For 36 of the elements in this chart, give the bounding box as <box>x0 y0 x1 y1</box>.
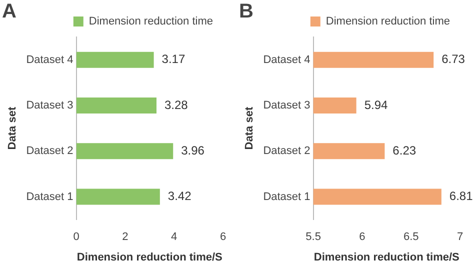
x-axis-title: Dimension reduction time/S <box>314 251 460 264</box>
bar <box>76 143 174 160</box>
x-tick-label: 0 <box>73 231 80 244</box>
x-tick-label: 7 <box>456 231 464 244</box>
data-label: 6.81 <box>449 189 474 204</box>
chart-title: A <box>2 0 16 23</box>
x-tick-label: 6 <box>220 231 226 244</box>
bar <box>76 97 156 114</box>
chart-title: B <box>239 0 254 23</box>
x-tick-label: 2 <box>122 231 128 244</box>
bar <box>76 188 160 205</box>
x-axis-title: Dimension reduction time/S <box>76 251 222 264</box>
y-tick-label: Dataset 4 <box>26 54 74 66</box>
y-tick-label: Dataset 1 <box>26 190 74 203</box>
y-tick-label: Dataset 3 <box>263 100 310 112</box>
data-label: 3.42 <box>168 189 192 204</box>
x-tick-label: 5.5 <box>306 231 321 244</box>
y-tick-label: Dataset 3 <box>26 100 74 112</box>
legend-label: Dimension reduction time <box>88 16 214 28</box>
y-tick-label: Dataset 1 <box>263 190 310 203</box>
data-label: 6.73 <box>442 52 466 66</box>
x-tick-label: 6.5 <box>403 231 419 244</box>
bar <box>76 52 154 68</box>
y-tick-label: Dataset 2 <box>263 145 310 158</box>
y-axis-title: Data set <box>244 106 256 150</box>
y-tick-label: Dataset 2 <box>26 145 74 158</box>
data-label: 3.17 <box>162 52 186 66</box>
y-tick-label: Dataset 4 <box>263 54 310 66</box>
data-label: 3.96 <box>181 143 205 158</box>
x-tick-label: 6 <box>359 231 366 244</box>
y-axis-title: Data set <box>6 106 19 150</box>
x-tick-label: 4 <box>171 231 178 244</box>
data-label: 3.28 <box>164 98 188 112</box>
data-label: 6.23 <box>392 143 416 158</box>
legend-label: Dimension reduction time <box>326 16 450 28</box>
data-label: 5.94 <box>364 98 388 112</box>
